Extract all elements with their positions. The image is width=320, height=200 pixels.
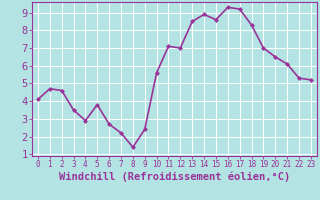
X-axis label: Windchill (Refroidissement éolien,°C): Windchill (Refroidissement éolien,°C)	[59, 172, 290, 182]
